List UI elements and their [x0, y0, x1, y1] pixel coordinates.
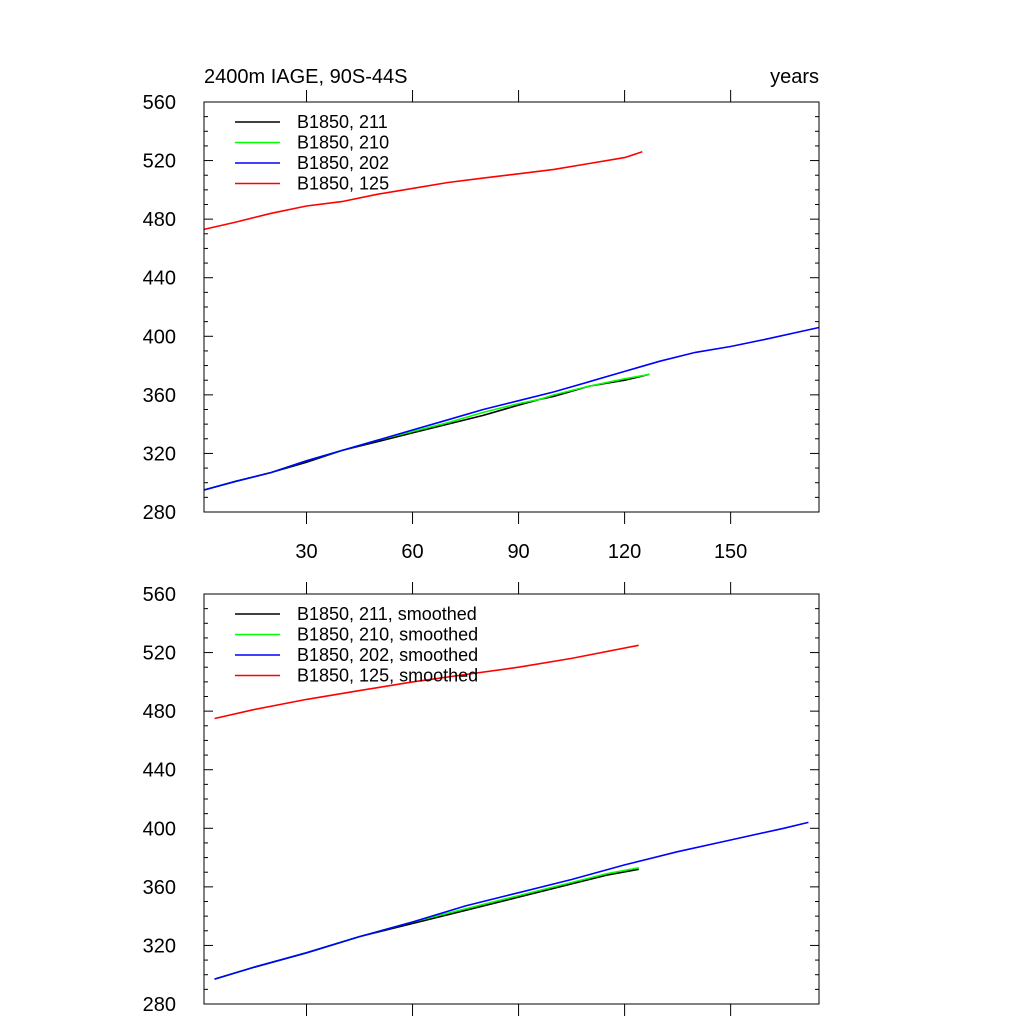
y-tick-label: 400 — [143, 818, 176, 840]
y-tick-label: 280 — [143, 994, 176, 1016]
y-tick-label: 440 — [143, 268, 176, 290]
series-lines — [203, 151, 820, 491]
chart-panel-top: 2400m IAGE, 90S-44S years 280 320 360 400 44… — [143, 66, 820, 563]
y-tick-label: 480 — [143, 209, 176, 231]
series-lines — [214, 644, 809, 980]
chart-title-right: years — [770, 66, 819, 88]
plot-frame — [203, 593, 820, 1005]
series-line-2 — [214, 821, 809, 980]
legend-label: B1850, 210, smoothed — [297, 625, 478, 645]
y-tick-label: 320 — [143, 443, 176, 465]
y-tick-label: 360 — [143, 385, 176, 407]
y-tick-label: 400 — [143, 326, 176, 348]
y-tick-label: 360 — [143, 877, 176, 899]
y-tick-label: 480 — [143, 701, 176, 723]
axes-ticks: 280 320 360 400 440 480 520 560 30 60 90 120 150 — [143, 90, 819, 563]
x-tick-label: 30 — [295, 541, 317, 563]
legend-label: B1850, 202, smoothed — [297, 645, 478, 665]
legend-label: B1850, 125, smoothed — [297, 666, 478, 686]
legend-label: B1850, 211, smoothed — [297, 604, 477, 624]
series-line-3 — [203, 151, 643, 231]
y-tick-label: 320 — [143, 935, 176, 957]
y-tick-label: 560 — [143, 92, 176, 114]
legend-label: B1850, 210 — [297, 133, 389, 153]
y-tick-label: 520 — [143, 643, 176, 665]
y-tick-label: 440 — [143, 760, 176, 782]
plot-frame — [203, 101, 820, 513]
legend-label: B1850, 211 — [297, 112, 388, 132]
x-tick-label: 150 — [714, 541, 747, 563]
chart-panel-bottom: 280 320 360 400 440 480 520 560 B1850, 211, smo… — [143, 582, 820, 1016]
series-line-3 — [214, 644, 639, 720]
y-tick-label: 560 — [143, 584, 176, 606]
legend-label: B1850, 202 — [297, 153, 389, 173]
y-tick-label: 280 — [143, 502, 176, 524]
legend-label: B1850, 125 — [297, 174, 389, 194]
x-tick-label: 60 — [401, 541, 423, 563]
x-tick-label: 90 — [507, 541, 529, 563]
chart-title: 2400m IAGE, 90S-44S — [204, 66, 407, 88]
x-tick-label: 120 — [608, 541, 641, 563]
y-tick-label: 520 — [143, 151, 176, 173]
series-line-2 — [203, 326, 820, 491]
